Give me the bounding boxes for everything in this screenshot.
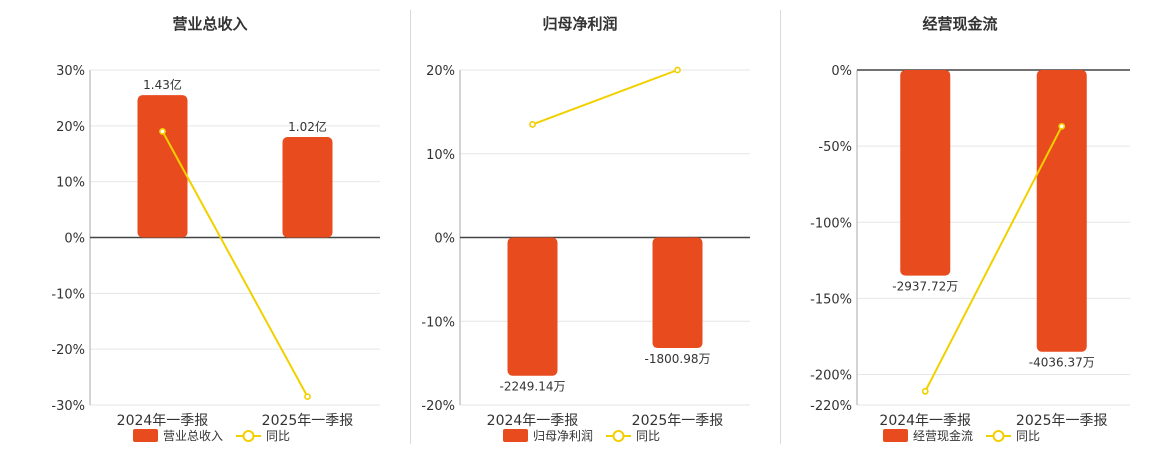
chart-title: 经营现金流 — [922, 15, 997, 33]
y-tick-label: 0% — [64, 232, 85, 247]
y-tick-label: -10% — [51, 287, 85, 302]
legend-label: 营业总收入 — [163, 429, 223, 443]
x-tick-label: 2025年一季报 — [262, 413, 354, 429]
y-tick-label: -220% — [810, 399, 852, 414]
x-tick-label: 2025年一季报 — [1016, 413, 1108, 429]
yoy-point — [159, 128, 166, 135]
bar — [900, 70, 951, 276]
bar — [1036, 70, 1087, 352]
yoy-point — [304, 393, 311, 401]
bar — [137, 95, 188, 238]
y-tick-label: -200% — [810, 369, 852, 384]
legend-bar-swatch — [503, 429, 528, 442]
bar-value-label: 1.02亿 — [288, 119, 327, 134]
chart-title: 营业总收入 — [172, 15, 247, 33]
legend-bar-swatch — [883, 429, 908, 442]
bar-value-label: -2249.14万 — [500, 380, 566, 394]
legend-label: 同比 — [266, 429, 290, 443]
y-tick-label: -50% — [818, 140, 852, 155]
yoy-line — [924, 125, 1063, 392]
y-tick-label: 30% — [56, 64, 85, 79]
bar-value-label: -1800.98万 — [645, 352, 711, 366]
yoy-point — [921, 387, 929, 395]
legend-label: 同比 — [1016, 429, 1040, 443]
bar-value-label: -4036.37万 — [1029, 356, 1095, 370]
chart-panel: 营业总收入 30% 20% 10% 0% -10% -20% -30% 1.43亿 1.02亿 20… — [51, 15, 380, 443]
y-tick-label: 0% — [434, 232, 455, 247]
y-tick-label: 20% — [426, 64, 455, 79]
yoy-point — [674, 66, 681, 74]
y-tick-label: -20% — [51, 343, 85, 358]
yoy-point — [529, 121, 536, 128]
chart-title: 归母净利润 — [542, 15, 617, 33]
x-tick-label: 2024年一季报 — [487, 413, 579, 429]
chart-panel: 归母净利润 20% 10% 0% -10% -20% -2249.14万 -1800.98万 2… — [421, 15, 750, 443]
bar-value-label: 1.43亿 — [143, 77, 182, 92]
y-tick-label: 10% — [56, 176, 85, 191]
legend-label: 同比 — [636, 429, 660, 443]
x-tick-label: 2024年一季报 — [117, 413, 209, 429]
legend-line-marker — [242, 430, 255, 442]
y-tick-label: -100% — [810, 216, 852, 231]
y-tick-label: -30% — [51, 399, 85, 414]
legend-line-marker — [612, 430, 625, 442]
yoy-line — [161, 130, 309, 398]
legend-label: 归母净利润 — [533, 429, 593, 443]
chart-panel: 经营现金流 0% -50% -100% -150% -200% -220% -2937.72万… — [810, 15, 1130, 443]
panel-divider — [780, 10, 781, 444]
y-tick-label: 20% — [56, 120, 85, 135]
y-tick-label: 0% — [831, 64, 852, 79]
bar-value-label: -2937.72万 — [892, 280, 958, 294]
y-tick-label: 10% — [426, 148, 455, 163]
legend-label: 经营现金流 — [913, 428, 973, 443]
x-tick-label: 2024年一季报 — [879, 413, 971, 429]
x-tick-label: 2025年一季报 — [632, 413, 724, 429]
y-tick-label: -150% — [810, 292, 852, 307]
legend-line-marker — [992, 430, 1005, 442]
bar — [507, 237, 558, 376]
y-tick-label: -10% — [421, 315, 455, 330]
legend-bar-swatch — [133, 429, 158, 442]
yoy-line — [532, 69, 678, 126]
bar — [282, 137, 333, 238]
y-tick-label: -20% — [421, 399, 455, 414]
panel-divider — [410, 10, 411, 444]
yoy-point — [1058, 122, 1066, 130]
bar — [652, 237, 703, 349]
